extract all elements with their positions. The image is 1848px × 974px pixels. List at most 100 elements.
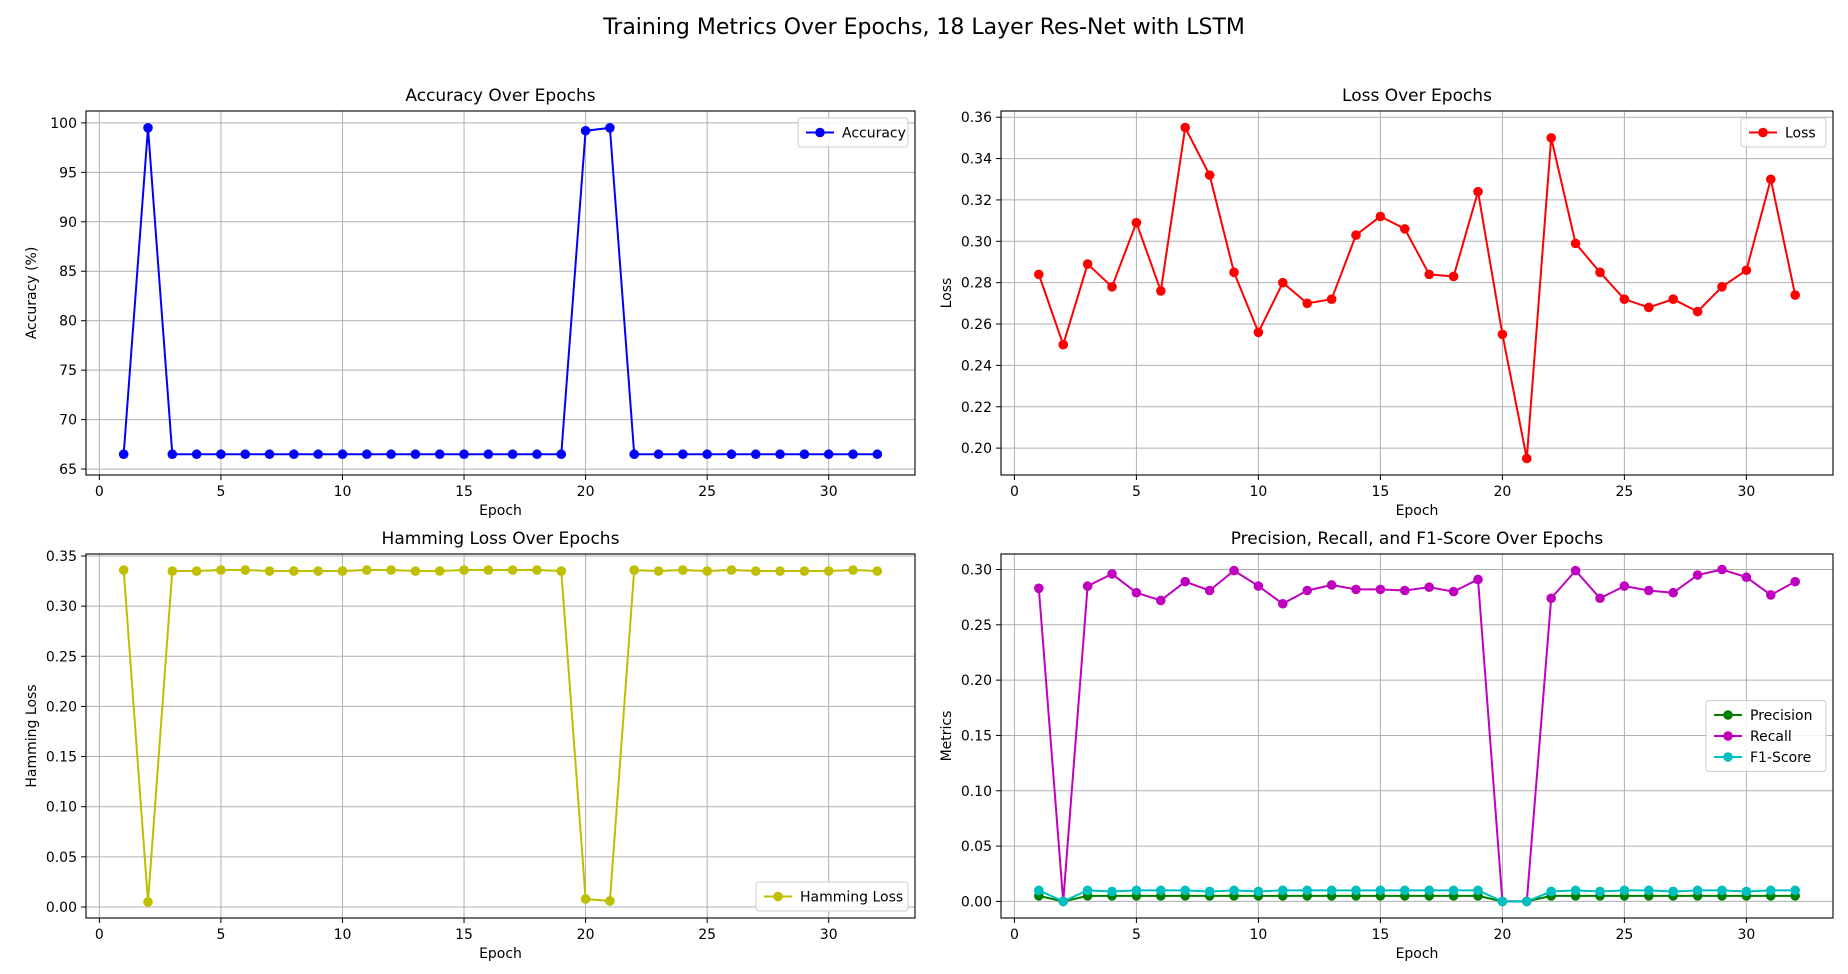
y-tick-label: 95 bbox=[59, 165, 77, 181]
data-point bbox=[1180, 576, 1191, 587]
y-tick-label: 0.30 bbox=[961, 234, 992, 250]
x-tick-label: 25 bbox=[1615, 927, 1633, 943]
x-tick-label: 5 bbox=[216, 484, 225, 500]
data-point bbox=[1497, 329, 1508, 340]
data-point bbox=[1375, 885, 1386, 896]
data-point bbox=[216, 449, 226, 460]
y-tick-label: 100 bbox=[50, 116, 77, 132]
data-point bbox=[1643, 302, 1654, 313]
y-tick-label: 0.25 bbox=[961, 618, 992, 634]
x-tick-label: 10 bbox=[1249, 484, 1267, 500]
data-point bbox=[1619, 294, 1630, 305]
data-point bbox=[823, 449, 834, 460]
data-point bbox=[337, 449, 348, 460]
data-point bbox=[1375, 211, 1386, 222]
chart-panel-3: 0 5 10 15 20 25 30 0.00 0.05 0.10 0.15 0.20 0.25 0.30… bbox=[24, 529, 916, 962]
legend-label: Precision bbox=[1750, 708, 1812, 724]
data-point bbox=[1765, 174, 1776, 185]
data-point bbox=[143, 897, 153, 907]
data-point bbox=[507, 565, 518, 575]
x-tick-label: 5 bbox=[1132, 927, 1141, 943]
legend: Loss bbox=[1740, 117, 1827, 148]
legend: Hamming Loss bbox=[755, 881, 909, 912]
legend-label: Hamming Loss bbox=[800, 890, 903, 906]
data-point bbox=[1619, 581, 1630, 591]
x-axis-label: Epoch bbox=[479, 503, 522, 519]
legend-label: Loss bbox=[1785, 126, 1816, 142]
x-tick-label: 0 bbox=[1010, 484, 1019, 500]
data-point bbox=[1302, 298, 1313, 309]
data-point bbox=[289, 566, 299, 576]
data-point bbox=[1351, 885, 1361, 896]
data-point bbox=[1253, 886, 1264, 897]
data-point bbox=[434, 449, 445, 460]
data-point bbox=[1278, 885, 1288, 896]
data-point bbox=[1765, 885, 1776, 896]
y-tick-label: 0.00 bbox=[46, 900, 77, 916]
data-point bbox=[678, 565, 688, 575]
data-point bbox=[483, 449, 494, 460]
data-point bbox=[1131, 885, 1142, 896]
data-point bbox=[702, 566, 712, 576]
data-point bbox=[1107, 886, 1117, 897]
data-point bbox=[1034, 269, 1044, 280]
y-tick-label: 0.35 bbox=[46, 549, 77, 565]
data-point bbox=[799, 449, 810, 460]
x-tick-label: 0 bbox=[95, 484, 104, 500]
y-tick-label: 65 bbox=[59, 462, 77, 478]
y-tick-label: 0.25 bbox=[46, 649, 77, 665]
data-point bbox=[1107, 569, 1117, 579]
x-tick-label: 20 bbox=[1493, 927, 1511, 943]
series-line-1 bbox=[1037, 126, 1797, 460]
data-point bbox=[1058, 339, 1069, 350]
data-point bbox=[1692, 885, 1703, 896]
data-point bbox=[1400, 585, 1410, 596]
data-point bbox=[1595, 267, 1605, 278]
data-point bbox=[1741, 572, 1752, 583]
data-point bbox=[605, 123, 615, 133]
x-tick-label: 25 bbox=[698, 484, 716, 500]
x-tick-label: 10 bbox=[1249, 927, 1267, 943]
data-point bbox=[410, 449, 421, 460]
data-point bbox=[1180, 122, 1191, 133]
x-tick-label: 10 bbox=[334, 927, 352, 943]
data-point bbox=[678, 449, 688, 460]
x-tick-label: 0 bbox=[95, 927, 104, 943]
data-point bbox=[1302, 885, 1313, 896]
x-tick-label: 25 bbox=[698, 927, 716, 943]
data-point bbox=[1375, 584, 1386, 595]
data-point bbox=[1741, 265, 1752, 276]
data-point bbox=[1034, 583, 1044, 594]
y-tick-label: 0.20 bbox=[961, 673, 992, 689]
x-tick-label: 15 bbox=[455, 927, 473, 943]
data-point bbox=[629, 565, 640, 575]
data-point bbox=[1790, 576, 1800, 587]
x-tick-label: 5 bbox=[1132, 484, 1141, 500]
series-line-1 bbox=[122, 126, 878, 456]
data-point bbox=[240, 565, 251, 575]
data-point bbox=[1643, 885, 1654, 896]
data-point bbox=[361, 449, 372, 460]
y-axis-label: Loss bbox=[939, 278, 955, 309]
data-point bbox=[1570, 565, 1581, 576]
x-tick-label: 30 bbox=[820, 484, 838, 500]
data-point bbox=[459, 565, 469, 575]
data-point bbox=[1156, 286, 1166, 296]
data-point bbox=[1326, 580, 1337, 590]
data-point bbox=[872, 566, 883, 576]
legend-swatch-marker bbox=[1723, 710, 1733, 720]
data-point bbox=[1082, 885, 1093, 896]
data-point bbox=[702, 449, 712, 460]
data-point bbox=[1400, 224, 1410, 234]
data-point bbox=[1131, 217, 1142, 228]
data-point bbox=[1692, 570, 1703, 580]
legend-swatch-marker bbox=[1723, 731, 1733, 741]
y-axis-label: Metrics bbox=[939, 711, 955, 762]
x-tick-label: 20 bbox=[1493, 484, 1511, 500]
y-tick-label: 0.10 bbox=[961, 784, 992, 800]
data-point bbox=[1570, 238, 1581, 249]
data-point bbox=[1448, 586, 1459, 597]
x-axis-label: Epoch bbox=[1396, 503, 1439, 519]
subplot-title: Loss Over Epochs bbox=[1342, 86, 1492, 106]
data-point bbox=[1424, 269, 1434, 280]
